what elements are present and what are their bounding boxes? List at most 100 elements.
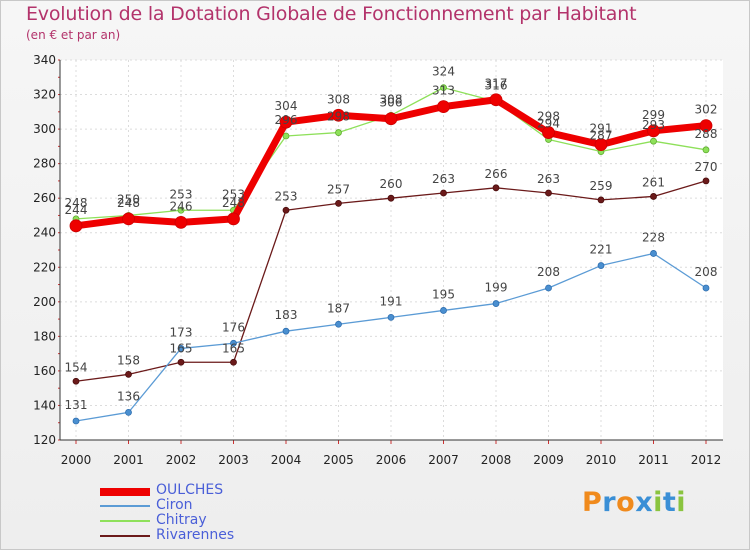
data-label-rivarennes: 158 [117,353,140,367]
data-label-ciron: 228 [642,230,665,244]
data-label-chitray: 287 [590,129,613,143]
data-point-ciron [72,417,80,425]
x-tick-label: 2009 [533,453,564,467]
data-label-rivarennes: 257 [327,182,350,196]
logo-letter: i [676,487,687,518]
data-point-ciron [545,284,552,292]
data-point-ciron [282,327,290,335]
data-point-chitray [650,137,657,145]
data-label-ciron: 221 [590,243,613,257]
data-point-ciron [177,345,185,352]
data-point-ciron [125,408,132,416]
y-tick-label: 260 [33,191,56,205]
data-label-rivarennes: 165 [222,341,245,355]
y-tick-label: 320 [33,88,56,102]
data-label-oulches: 304 [275,99,298,113]
data-point-ciron [650,250,657,257]
y-tick-label: 180 [33,329,56,343]
data-label-chitray: 308 [380,92,403,106]
data-point-ciron [230,339,237,347]
data-point-chitray [335,129,342,136]
data-point-ciron [440,307,447,314]
x-tick-label: 2000 [61,453,92,467]
data-label-chitray: 253 [170,187,193,201]
data-label-oulches: 298 [537,110,560,124]
data-point-chitray [177,206,185,214]
data-point-rivarennes [335,199,342,207]
data-label-chitray: 293 [642,118,665,132]
data-point-oulches [384,112,398,126]
x-tick-label: 2004 [271,453,302,467]
legend-item-rivarennes[interactable]: Rivarennes [100,528,300,544]
data-point-rivarennes [440,189,447,197]
data-label-ciron: 208 [695,265,718,279]
data-label-chitray: 324 [432,65,455,79]
x-tick-label: 2003 [218,453,249,467]
data-label-oulches: 291 [590,122,613,136]
y-tick-label: 160 [33,364,56,378]
data-point-rivarennes [597,196,605,204]
data-point-rivarennes [545,189,552,197]
data-point-oulches [542,126,555,139]
data-label-rivarennes: 154 [65,360,88,374]
data-point-rivarennes [230,358,237,366]
data-label-ciron: 131 [65,398,88,412]
data-point-oulches [122,212,135,226]
legend-item-ciron[interactable]: Ciron [100,498,300,514]
data-label-oulches: 244 [65,203,88,217]
data-point-ciron [492,300,500,307]
proxiti-logo[interactable]: Proxiti [582,487,686,518]
data-label-oulches: 299 [642,108,665,122]
data-point-oulches [174,215,188,229]
data-point-rivarennes [387,194,395,202]
y-tick-label: 240 [33,226,56,240]
legend: OULCHES Ciron Chitray Rivarennes [100,483,300,544]
logo-letter: P [582,487,603,518]
data-label-ciron: 173 [170,325,193,339]
data-label-chitray: 288 [695,127,718,141]
data-label-chitray: 248 [65,196,88,210]
data-label-ciron: 195 [432,287,455,301]
legend-swatch [100,535,150,537]
data-point-oulches [227,212,240,226]
data-point-rivarennes [492,184,500,192]
x-tick-label: 2012 [691,453,722,467]
data-point-rivarennes [650,193,657,200]
data-point-chitray [702,146,710,154]
data-label-chitray: 296 [275,113,298,127]
data-label-rivarennes: 263 [537,172,560,186]
logo-letter: i [653,487,663,518]
data-label-ciron: 191 [380,294,403,308]
data-label-rivarennes: 260 [380,177,403,191]
data-label-oulches: 306 [380,96,403,110]
data-point-chitray [440,84,447,92]
data-point-rivarennes [72,377,80,385]
x-tick-label: 2008 [481,453,512,467]
data-label-ciron: 136 [117,389,140,403]
legend-item-chitray[interactable]: Chitray [100,513,300,529]
data-point-rivarennes [177,358,185,366]
data-point-rivarennes [282,206,290,214]
data-label-rivarennes: 263 [432,172,455,186]
data-point-rivarennes [125,370,132,378]
x-tick-label: 2007 [428,453,459,467]
legend-swatch [100,488,150,496]
data-label-rivarennes: 266 [485,167,508,181]
data-point-oulches [699,119,713,133]
chart-title: Evolution de la Dotation Globale de Fonc… [26,3,637,25]
data-point-chitray [282,132,290,140]
data-label-rivarennes: 270 [695,160,718,174]
x-tick-label: 2001 [113,453,144,467]
data-label-oulches: 308 [327,92,350,106]
y-tick-label: 220 [33,260,56,274]
data-point-oulches [489,93,503,107]
y-tick-label: 140 [33,398,56,412]
data-label-rivarennes: 253 [275,189,298,203]
data-label-ciron: 208 [537,265,560,279]
legend-item-oulches[interactable]: OULCHES [100,483,300,499]
x-tick-label: 2011 [638,453,669,467]
data-label-rivarennes: 261 [642,175,665,189]
logo-letter: t [662,487,677,518]
data-label-chitray: 253 [222,187,245,201]
